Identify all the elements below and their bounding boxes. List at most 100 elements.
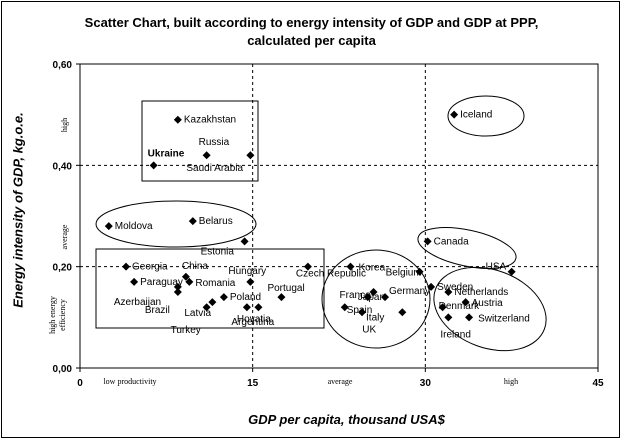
data-point-marker (444, 313, 453, 322)
group-ellipse (433, 266, 547, 352)
y-axis-title: Energy intensity of GDP, kg.o.e. (10, 112, 26, 308)
data-point-marker (149, 161, 158, 170)
group-box-low (95, 248, 325, 329)
data-point-label: Kazakhstan (184, 115, 236, 126)
data-point-marker (427, 282, 436, 291)
data-point-marker (415, 267, 424, 276)
data-point-marker (122, 262, 131, 271)
data-point-label: Austria (472, 298, 504, 309)
x-zone-label: average (328, 377, 353, 386)
data-point-marker (438, 303, 447, 312)
data-point-label: Sweden (437, 282, 473, 293)
group-ellipse (95, 200, 257, 248)
data-point-marker (104, 222, 113, 231)
y-tick-label: 0,40 (53, 161, 73, 172)
data-point-label: Denmark (439, 301, 481, 312)
data-point-label: Russia (199, 137, 230, 148)
y-zone-label: average (60, 224, 69, 249)
x-axis-title: GDP per capita, thousand USA$ (248, 412, 445, 427)
group-outlines (95, 95, 547, 352)
data-point-label: Belgium (386, 268, 422, 279)
data-point-marker (423, 237, 432, 246)
data-point-marker (277, 293, 286, 302)
data-point-label: Czech Republic (296, 269, 366, 280)
data-point-label: Canada (434, 236, 469, 247)
data-point-marker (369, 288, 378, 296)
data-point-marker (444, 288, 453, 296)
x-tick-label: 0 (77, 378, 83, 389)
data-point-marker (173, 282, 182, 291)
data-point-marker (398, 308, 407, 317)
group-box-high (141, 100, 259, 182)
y-tick-label: 0,00 (53, 364, 73, 375)
y-tick-label: 0,60 (53, 60, 73, 71)
x-zone-label: low productivity (103, 377, 156, 386)
x-tick-label: 15 (247, 378, 259, 389)
data-point-marker (346, 262, 355, 271)
data-point-label: Portugal (267, 283, 304, 294)
chart-subtitle: calculated per capita (247, 33, 376, 48)
data-point-label: Paraguay (140, 277, 183, 288)
data-point-marker (340, 303, 349, 312)
data-point-label: Latvia (184, 308, 211, 319)
y-tick-label: 0,20 (53, 263, 73, 274)
data-point-marker (173, 288, 182, 296)
data-point-label: Argentina (231, 317, 274, 328)
data-point-label: UK (362, 324, 376, 335)
data-point-label: Georgia (132, 262, 168, 273)
data-point-label: Ukraine (148, 148, 185, 159)
data-point-label: Germany (389, 286, 430, 297)
x-axis-ticks: 0 15 30 45 (77, 368, 604, 389)
y-axis-label-wrap: Energy intensity of GDP, kg.o.e. (8, 90, 28, 330)
data-point-label: France (340, 290, 372, 301)
data-point-label: Brazil (145, 305, 170, 316)
data-point-label: Belarus (199, 216, 233, 227)
data-point-label: Ireland (440, 329, 471, 340)
data-point-label: Iceland (460, 110, 492, 121)
y-zone-label: high (60, 118, 69, 132)
data-point-marker (240, 237, 249, 246)
data-point-marker (130, 277, 139, 286)
y-axis-ticks: 0,00 0,20 0,40 0,60 (53, 60, 80, 375)
data-point-marker (461, 298, 470, 307)
data-point-label: USA (486, 262, 507, 273)
data-point-marker (181, 272, 190, 281)
data-point-marker (246, 151, 255, 160)
zone-labels: low productivity average high high energyef… (48, 118, 518, 386)
data-point-label: China (182, 261, 209, 272)
data-point-marker (219, 293, 228, 302)
data-point-marker (188, 217, 197, 226)
plot-area (79, 63, 599, 369)
data-point-label: Spain (347, 305, 373, 316)
data-point-label: Estonia (201, 246, 235, 257)
y-zone-label: high energyefficiency (48, 296, 67, 334)
reference-lines (80, 64, 598, 368)
data-point-marker (450, 110, 459, 119)
data-point-marker (185, 277, 194, 286)
data-point-marker (202, 303, 211, 312)
data-point-marker (246, 277, 255, 286)
data-point-label: Italy (366, 312, 384, 323)
x-tick-label: 45 (592, 378, 604, 389)
data-point-marker (465, 313, 474, 322)
data-point-label: Moldova (115, 221, 153, 232)
data-point-label: Hungary (228, 266, 266, 277)
x-tick-label: 30 (420, 378, 432, 389)
data-point-marker (358, 308, 367, 317)
data-point-marker (208, 298, 217, 307)
data-point-label: Korea (359, 263, 386, 274)
chart-title: Scatter Chart, built according to energy… (84, 15, 539, 30)
data-point-label: Romania (195, 278, 235, 289)
data-point-label: Azerbaijan (114, 297, 161, 308)
data-point-marker (202, 151, 211, 160)
data-point-marker (381, 293, 390, 302)
data-point-label: Switzerland (478, 313, 530, 324)
data-point-label: Poland (230, 292, 261, 303)
data-point-marker (363, 293, 372, 302)
group-ellipse (417, 227, 517, 269)
data-point-marker (173, 115, 182, 124)
data-point-label: Saudi Arabia (186, 163, 243, 174)
data-point-marker (254, 303, 263, 312)
